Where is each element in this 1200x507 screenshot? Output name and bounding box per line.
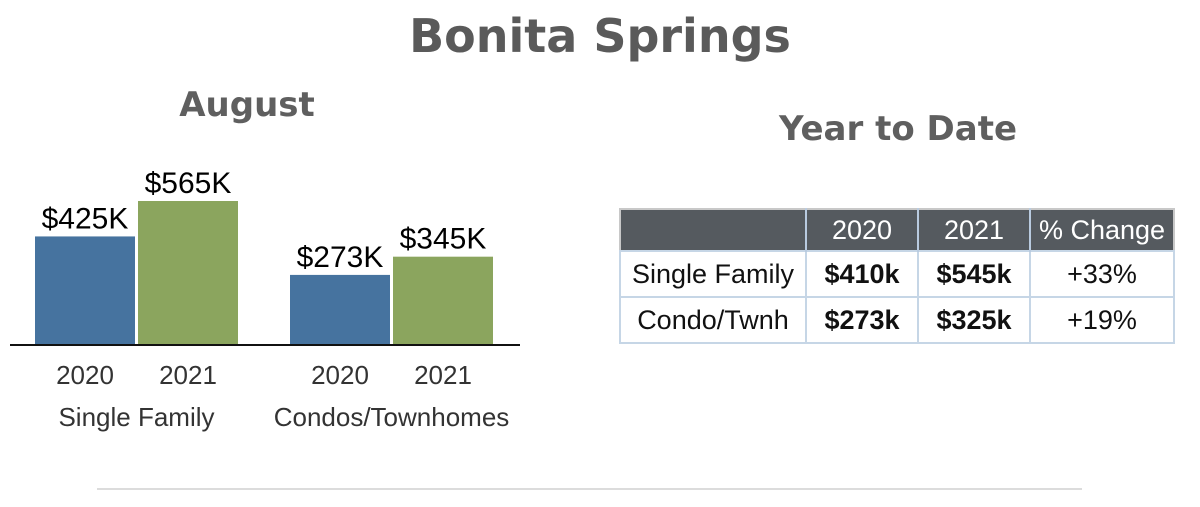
- ytd-cell-2021: $545k: [917, 250, 1031, 298]
- ytd-cell-change: +19%: [1029, 296, 1175, 344]
- bar: [393, 256, 493, 344]
- bottom-divider: [97, 488, 1082, 490]
- ytd-title: Year to Date: [778, 109, 1018, 149]
- data-label: $273K: [297, 241, 384, 274]
- x-tick-label: 2021: [159, 360, 217, 390]
- x-tick-label: 2020: [56, 360, 114, 390]
- ytd-table: 2020 2021 % Change Single Family $410k $…: [619, 208, 1175, 344]
- bar: [35, 236, 135, 344]
- ytd-row-label: Single Family: [619, 250, 807, 298]
- ytd-cell-change: +33%: [1029, 250, 1175, 298]
- data-label: $425K: [42, 202, 129, 235]
- bar: [290, 274, 390, 344]
- x-tick-label: 2020: [311, 360, 369, 390]
- ytd-cell-2021: $325k: [917, 296, 1031, 344]
- x-tick-label: 2021: [414, 360, 472, 390]
- group-label: Single Family: [58, 402, 214, 432]
- ytd-header-blank: [620, 209, 806, 251]
- ytd-header-2020: 2020: [805, 209, 918, 251]
- ytd-cell-2020: $273k: [805, 296, 919, 344]
- august-chart-title: August: [179, 85, 315, 125]
- ytd-cell-2020: $410k: [805, 250, 919, 298]
- august-bar-chart: $425K 2020 $565K 2021 Single Family $273K 2020…: [10, 167, 520, 432]
- ytd-header-row: 2020 2021 % Change: [620, 209, 1174, 251]
- ytd-row-label: Condo/Twnh: [619, 296, 807, 344]
- group-label: Condos/Townhomes: [274, 402, 510, 432]
- bar: [138, 200, 238, 344]
- data-label: $345K: [400, 223, 487, 256]
- page-title: Bonita Springs: [409, 9, 791, 63]
- table-row: Condo/Twnh $273k $325k +19%: [619, 296, 1175, 344]
- ytd-header-2021: 2021: [917, 209, 1030, 251]
- data-label: $565K: [145, 167, 232, 200]
- table-row: Single Family $410k $545k +33%: [619, 250, 1175, 298]
- ytd-header-change: % Change: [1029, 209, 1174, 251]
